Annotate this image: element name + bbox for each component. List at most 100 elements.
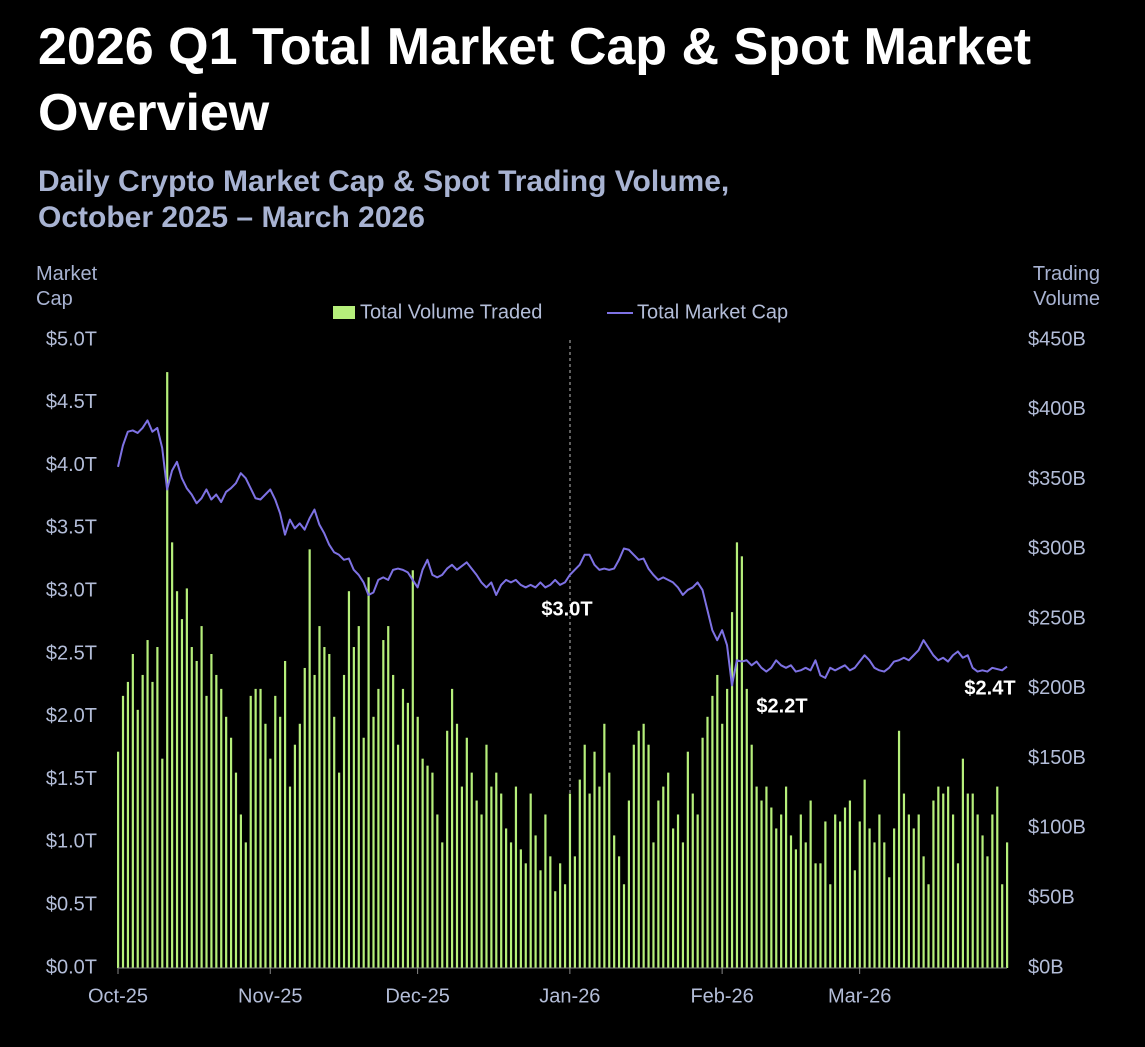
bar [318,626,321,968]
bar [416,716,419,968]
bar [446,730,449,968]
x-tick-label: Nov-25 [238,985,302,1007]
bar [161,758,164,968]
y-tick-label: $4.0T [46,454,97,476]
bar [804,842,807,968]
bar [441,842,444,968]
bar [288,786,292,968]
y-tick-label: $4.5T [46,391,97,413]
bar [121,695,125,968]
bar [991,814,994,968]
bar [328,654,331,968]
y2-axis-title: Trading Volume [1032,263,1100,310]
bar [303,667,306,968]
x-tick-label: Oct-25 [88,985,148,1007]
bar [126,681,130,968]
bar [755,786,758,968]
bar [357,626,360,968]
bar [563,884,567,968]
bar [151,681,154,968]
bar [568,793,572,968]
bar [352,647,355,968]
bar [249,695,252,968]
bar [672,828,675,968]
bar [657,800,660,968]
bar [450,688,454,968]
bar [583,744,586,968]
bar [726,688,729,968]
bar [175,591,179,968]
bar [922,856,925,968]
legend-swatch [333,306,355,319]
x-tick-label: Dec-25 [385,985,449,1007]
bar [392,674,395,968]
bar [676,814,680,968]
bar [971,793,974,968]
y2-tick-label: $400B [1028,398,1086,420]
bar [485,744,488,968]
bar [632,744,635,968]
bar [878,814,881,968]
bar [185,588,188,968]
bar [573,856,576,968]
bar [839,821,842,968]
bar [858,821,861,968]
y-tick-label: $0.5T [46,893,97,915]
bar [455,723,459,968]
bar [750,744,753,968]
bar [947,786,950,968]
bar [868,828,871,968]
bar [819,863,822,968]
bar [981,835,984,968]
bar [244,842,247,968]
y2-tick-label: $450B [1028,328,1086,350]
y-tick-label: $0.0T [46,956,97,978]
bar [220,688,223,968]
bar [382,640,385,968]
bar [279,716,282,968]
bar [765,786,768,968]
bar [794,849,798,968]
bar [141,674,144,968]
bar [735,542,739,968]
bar [205,695,208,968]
y2-tick-label: $150B [1028,747,1086,769]
bar [696,814,699,968]
bar [505,828,508,968]
annotation: $3.0T [541,598,592,620]
bar [308,549,311,968]
bar [180,619,184,968]
line [117,419,1008,687]
bar [789,835,793,968]
bar [136,709,139,968]
bar [578,779,581,968]
bar [156,647,159,968]
bar [848,800,852,968]
bar [259,688,262,968]
bar [347,591,351,968]
bar [460,786,464,968]
bar [234,772,238,968]
bar [274,695,277,968]
bar [966,793,969,968]
bar [829,884,832,968]
bar [976,814,979,968]
bar [559,863,562,968]
bar [691,793,694,968]
bar [254,688,257,968]
bar [401,688,405,968]
bar [514,786,518,968]
bar [475,800,478,968]
bar [662,786,665,968]
bar [283,660,287,968]
bar [834,814,837,968]
bar [554,891,557,968]
bar [814,863,817,968]
bar [912,828,915,968]
bar [613,835,616,968]
y-tick-label: $1.5T [46,768,97,790]
bar [377,688,380,968]
bar [1006,842,1009,968]
bar [1001,884,1004,968]
y2-tick-label: $50B [1028,887,1075,909]
